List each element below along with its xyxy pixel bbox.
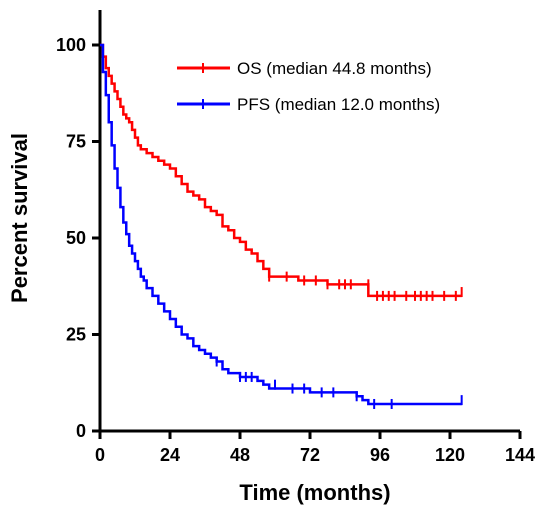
- x-tick-label: 24: [160, 445, 180, 465]
- y-tick-label: 100: [56, 35, 86, 55]
- y-axis-title: Percent survival: [7, 133, 32, 303]
- y-tick-label: 25: [66, 325, 86, 345]
- series-layer: [100, 43, 463, 409]
- series-line-1: [100, 43, 462, 406]
- x-axis-title: Time (months): [239, 480, 390, 505]
- x-tick-label: 72: [300, 445, 320, 465]
- series-line-0: [100, 43, 462, 298]
- y-tick-label: 0: [76, 421, 86, 441]
- legend: OS (median 44.8 months) PFS (median 12.0 …: [177, 59, 440, 114]
- x-tick-label: 96: [370, 445, 390, 465]
- x-tick-label: 120: [435, 445, 465, 465]
- x-tick-label: 144: [505, 445, 535, 465]
- x-tick-label: 0: [95, 445, 105, 465]
- y-tick-label: 50: [66, 228, 86, 248]
- x-tick-label: 48: [230, 445, 250, 465]
- y-tick-label: 75: [66, 132, 86, 152]
- legend-label-1: PFS (median 12.0 months): [237, 95, 440, 114]
- axes: 0 24 48 72 96 120 144 0 25 50 75 100: [56, 10, 535, 465]
- legend-label-0: OS (median 44.8 months): [237, 59, 432, 78]
